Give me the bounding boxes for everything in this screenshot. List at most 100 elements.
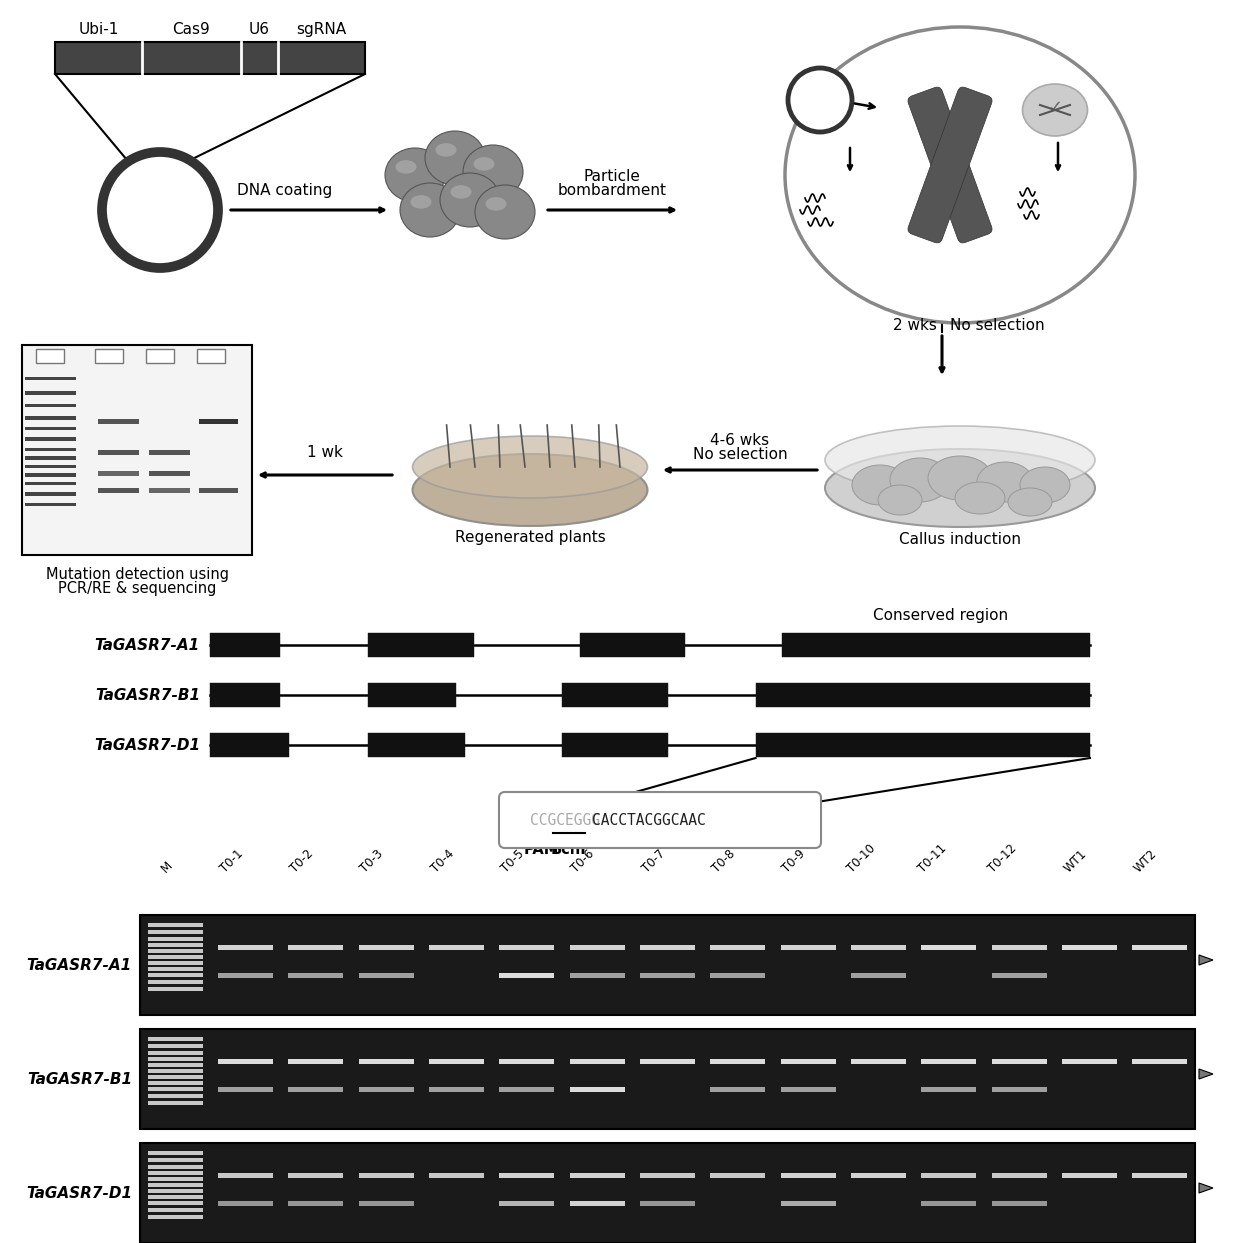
Polygon shape [1199,1069,1213,1079]
Bar [140,915,1195,1016]
Text: T0-8: T0-8 [711,848,738,875]
Bar [200,419,238,424]
Bar [98,471,139,476]
Bar [358,1173,414,1178]
Ellipse shape [413,454,647,526]
Bar [25,465,76,469]
Bar [289,1059,343,1064]
Bar [289,1086,343,1093]
Bar [992,1173,1047,1178]
Text: M: M [159,859,175,875]
Bar [579,633,686,658]
Text: T0-4: T0-4 [429,846,456,875]
Bar [148,1069,202,1073]
Bar [992,1059,1047,1064]
Bar [1132,1173,1187,1178]
Bar [25,481,76,485]
Bar [25,426,76,430]
Ellipse shape [435,143,456,157]
Text: Mutation detection using: Mutation detection using [46,567,228,582]
Bar [241,42,278,75]
Bar [640,1173,694,1178]
Text: T0-6: T0-6 [569,846,598,875]
Bar [148,924,202,927]
Bar [640,1201,694,1206]
Bar [25,392,76,395]
Ellipse shape [825,449,1095,527]
Bar [1063,1059,1117,1064]
Ellipse shape [450,185,471,199]
Bar [358,1201,414,1206]
Bar [55,42,141,75]
Bar [148,1177,202,1181]
Text: 1 wk: 1 wk [308,445,343,460]
Bar [781,1059,836,1064]
Text: T0-11: T0-11 [915,842,949,875]
Bar [148,1101,202,1105]
Bar [95,349,124,363]
Bar [148,1037,202,1040]
Text: sgRNA: sgRNA [296,22,347,37]
Ellipse shape [785,27,1135,323]
Bar [921,1059,976,1064]
Bar [148,1208,202,1212]
Ellipse shape [396,160,417,174]
Bar [781,1086,836,1093]
Bar [218,973,273,978]
Bar [781,1201,836,1206]
Bar [148,1063,202,1066]
Bar [148,1214,202,1219]
Bar [149,450,190,455]
FancyBboxPatch shape [908,87,992,242]
Text: T0-1: T0-1 [217,846,246,875]
Bar [992,1201,1047,1206]
Text: DNA coating: DNA coating [237,183,332,198]
Text: TaGASR7-D1: TaGASR7-D1 [26,1186,131,1201]
Text: Cas9: Cas9 [172,22,211,37]
Bar [22,346,252,556]
Bar [569,1059,625,1064]
Bar [640,1059,694,1064]
Bar [711,1059,765,1064]
Ellipse shape [401,183,460,237]
Bar [218,1173,273,1178]
Bar [500,1173,554,1178]
Bar [992,945,1047,950]
Text: BcnI: BcnI [551,842,587,856]
Bar [992,1086,1047,1093]
Bar [148,1057,202,1062]
Text: 2 wks: 2 wks [893,317,937,332]
Bar [1063,945,1117,950]
Bar [98,419,139,424]
Bar [851,1173,906,1178]
Bar [358,945,414,950]
Bar [755,682,1090,707]
Bar [148,987,202,991]
Bar [368,633,474,658]
Bar [148,979,202,984]
Bar [140,1144,1195,1243]
Bar [569,945,625,950]
Bar [25,438,76,441]
Bar [148,1075,202,1079]
Bar [569,1201,625,1206]
Ellipse shape [1008,488,1052,516]
Bar [500,1201,554,1206]
Bar [141,42,241,75]
Bar [358,1086,414,1093]
Bar [148,943,202,947]
Ellipse shape [440,173,500,227]
Bar [148,948,202,953]
Bar [562,682,667,707]
Bar [569,973,625,978]
Bar [921,1086,976,1093]
Ellipse shape [852,465,908,505]
Bar [500,1059,554,1064]
Ellipse shape [463,145,523,199]
Ellipse shape [825,426,1095,493]
Bar [429,1173,484,1178]
Bar [429,1059,484,1064]
Bar [851,973,906,978]
Bar [368,733,465,757]
Bar [200,487,238,492]
